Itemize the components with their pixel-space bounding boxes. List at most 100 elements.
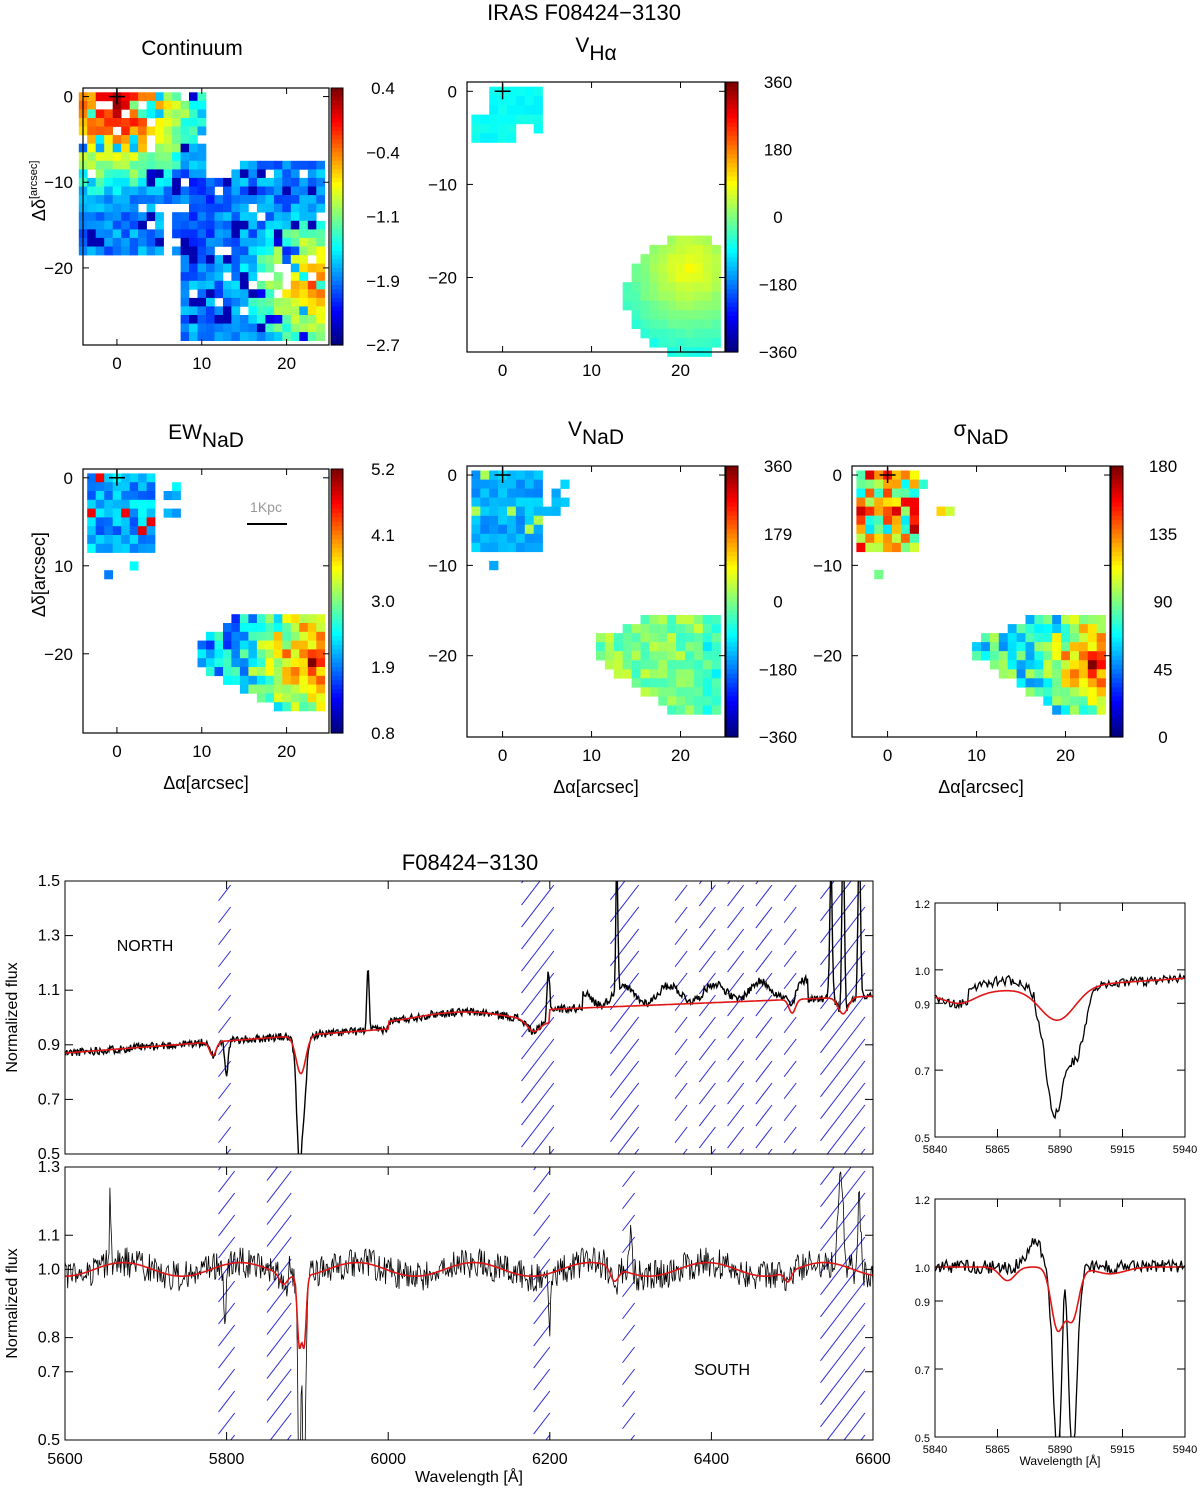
- map-pixel: [214, 177, 224, 187]
- map-pixel: [307, 289, 317, 299]
- colorbar-segment: [726, 506, 738, 512]
- x-tick-label: 20: [277, 742, 296, 761]
- map-pixel: [146, 169, 156, 179]
- colorbar-segment: [1111, 669, 1123, 675]
- map-pixel: [231, 306, 241, 316]
- masked-region: [622, 1170, 636, 1440]
- map-pixels: [471, 470, 721, 715]
- map-pixel: [649, 254, 659, 264]
- colorbar-segment: [726, 235, 738, 241]
- colorbar-segment: [331, 627, 343, 633]
- map-pixel: [316, 220, 326, 230]
- hatch-line: [521, 972, 555, 1016]
- map-pixel: [676, 678, 686, 688]
- map-pixel: [282, 289, 292, 299]
- map-pixel: [256, 693, 266, 703]
- map-pixel: [667, 300, 677, 311]
- map-pixel: [172, 126, 181, 136]
- map-pixel: [480, 497, 490, 507]
- colorbar-tick-label: 45: [1154, 660, 1173, 679]
- map-pixel: [711, 651, 721, 661]
- hatch-line: [218, 1302, 236, 1325]
- map-pixel: [138, 499, 147, 509]
- map-pixel: [1087, 642, 1097, 652]
- hatch-line: [727, 1104, 745, 1127]
- colorbar-segment: [726, 140, 738, 146]
- colorbar-segment: [1111, 696, 1123, 702]
- map-pixel: [273, 255, 283, 264]
- map-pixel: [129, 118, 139, 127]
- y-tick-label: −10: [428, 175, 457, 194]
- colorbar-segment: [1111, 660, 1123, 666]
- map-pixel: [631, 263, 641, 274]
- y-tick-label: −20: [44, 645, 73, 664]
- colorbar-segment: [726, 154, 738, 160]
- map-pixel: [112, 229, 122, 239]
- map-pixel: [231, 640, 241, 650]
- map-pixel: [231, 177, 241, 187]
- map-pixel: [1034, 615, 1044, 625]
- map-pixel: [622, 660, 632, 670]
- map-pixel: [900, 488, 911, 498]
- colorbar-segment: [726, 226, 738, 232]
- map-pixel: [640, 282, 650, 292]
- map-pixel: [104, 160, 113, 170]
- map-pixel: [239, 237, 249, 247]
- map-pixel: [856, 542, 866, 553]
- map-pixel: [989, 642, 1000, 652]
- map-pixel: [507, 542, 517, 553]
- hatch-line: [617, 1126, 640, 1154]
- map-pixel: [1087, 615, 1097, 625]
- hatch-line: [522, 1193, 554, 1235]
- map-pixel: [214, 220, 224, 230]
- y-tick-label: 0.5: [38, 1432, 60, 1449]
- map-frame: [466, 465, 726, 738]
- map-pixel: [197, 280, 207, 290]
- map-pixel: [239, 667, 249, 677]
- map-pixel: [489, 133, 499, 143]
- map-pixel: [711, 687, 721, 697]
- map-pixel: [480, 515, 490, 525]
- map-pixel: [189, 220, 198, 230]
- hatch-line: [674, 928, 688, 946]
- map-pixel: [239, 212, 249, 222]
- map-pixel: [155, 152, 164, 162]
- map-pixel: [248, 675, 258, 685]
- map-pixel: [596, 651, 606, 661]
- colorbar-tick-label: −1.9: [366, 272, 400, 291]
- map-pixel: [104, 220, 113, 230]
- colorbar-segment: [726, 91, 738, 97]
- map-pixel: [667, 319, 677, 329]
- map-pixel: [206, 263, 215, 273]
- map-pixel: [239, 623, 249, 633]
- map-pixel: [685, 615, 695, 625]
- map-pixel: [685, 633, 695, 643]
- colorbar-tick-label: 5.2: [371, 460, 395, 479]
- hatch-line: [521, 1038, 555, 1082]
- map-pixel: [273, 623, 283, 633]
- hatch-line: [266, 1258, 292, 1291]
- map-pixel: [265, 280, 275, 290]
- colorbar-tick-label: 179: [764, 525, 792, 544]
- hatch-line: [610, 1060, 640, 1099]
- hatch-line: [820, 1258, 866, 1318]
- colorbar-segment: [726, 329, 738, 335]
- map-pixel: [471, 123, 481, 134]
- map-pixel: [1052, 615, 1062, 625]
- map-pixel: [702, 319, 712, 329]
- map-pixel: [172, 246, 181, 256]
- colorbar-segment: [726, 682, 738, 688]
- map-pixel: [649, 328, 659, 339]
- colorbar-segment: [1111, 642, 1123, 648]
- map-pixel: [515, 105, 526, 115]
- hatch-line: [630, 1434, 636, 1440]
- map-pixel: [676, 272, 686, 283]
- y-tick-label: −20: [428, 269, 457, 288]
- colorbar-segment: [1111, 664, 1123, 670]
- map-pixel: [498, 105, 508, 115]
- colorbar-tick-label: 0: [1158, 728, 1167, 747]
- map-pixel: [282, 315, 292, 324]
- map-pixel: [256, 649, 266, 659]
- map-pixel: [316, 169, 326, 179]
- map-pixel: [1087, 660, 1097, 670]
